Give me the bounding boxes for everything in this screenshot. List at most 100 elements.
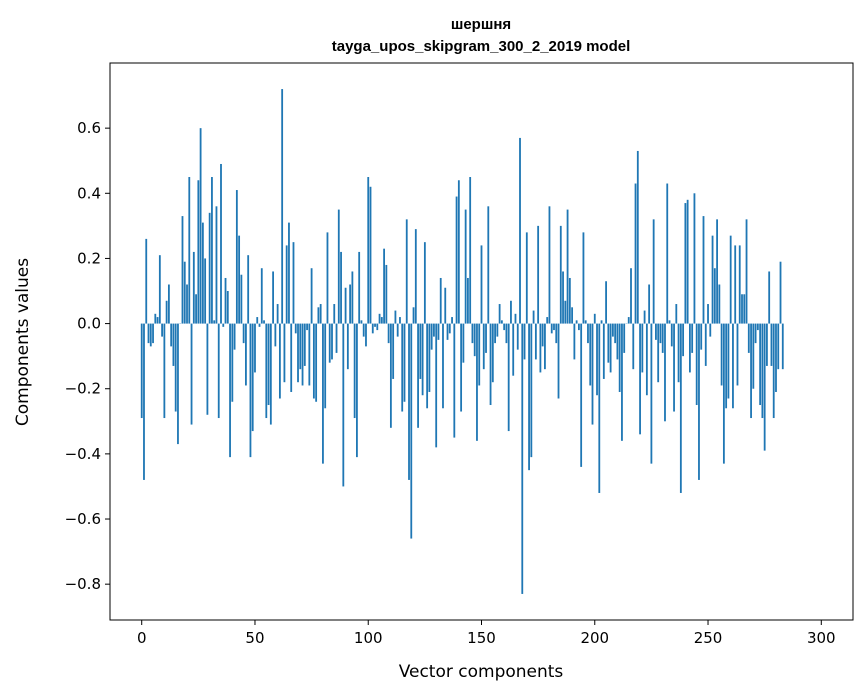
- bar: [290, 323, 293, 392]
- y-tick-label: 0.4: [77, 184, 101, 202]
- bar: [707, 304, 709, 324]
- bar: [204, 258, 207, 324]
- bar: [473, 323, 476, 357]
- bar: [550, 323, 553, 334]
- bar: [233, 323, 236, 350]
- bar: [471, 323, 474, 344]
- bar: [389, 323, 392, 428]
- bar: [514, 313, 517, 324]
- bar: [736, 323, 739, 386]
- bar: [412, 307, 415, 324]
- bar: [734, 245, 737, 324]
- bar: [224, 277, 227, 324]
- bar: [713, 268, 716, 324]
- bar: [630, 268, 632, 324]
- bar: [199, 128, 202, 324]
- bar: [317, 307, 320, 324]
- bar: [192, 251, 195, 324]
- bar: [772, 323, 775, 419]
- bar: [539, 323, 542, 373]
- bar: [181, 216, 184, 324]
- bar: [607, 323, 610, 363]
- bar: [650, 323, 653, 464]
- bar: [525, 232, 528, 324]
- bar: [528, 323, 530, 471]
- bar: [147, 323, 150, 344]
- bar: [636, 150, 639, 324]
- bar: [505, 323, 508, 344]
- bar: [600, 320, 603, 324]
- bar: [720, 323, 723, 386]
- bar: [374, 323, 376, 327]
- bar: [414, 229, 417, 324]
- bar: [691, 323, 694, 353]
- bar: [725, 323, 728, 409]
- bar: [430, 323, 433, 350]
- bar: [718, 284, 721, 324]
- x-tick-label: 50: [245, 629, 264, 647]
- bar: [587, 323, 589, 344]
- bar: [743, 294, 746, 324]
- bar: [356, 323, 358, 458]
- bar: [197, 180, 200, 324]
- bar: [553, 323, 555, 331]
- bar: [238, 235, 241, 324]
- bar: [242, 323, 245, 344]
- bar: [478, 323, 481, 386]
- bar: [310, 268, 313, 324]
- bar: [476, 323, 478, 441]
- bar: [211, 177, 213, 324]
- bar: [521, 323, 524, 594]
- bar: [546, 317, 549, 324]
- y-tick-label: −0.8: [65, 575, 101, 593]
- bar: [269, 323, 272, 425]
- bar: [621, 323, 623, 441]
- bar: [611, 323, 614, 337]
- y-axis-ticks: −0.8 −0.6 −0.4 −0.2 0.0 0.2 0.4 0.6: [65, 119, 110, 593]
- bar: [256, 317, 259, 324]
- bar: [689, 323, 691, 373]
- bar: [564, 300, 567, 324]
- bar: [403, 323, 406, 402]
- bar: [523, 323, 526, 360]
- bar: [222, 323, 225, 327]
- bar: [401, 323, 404, 412]
- chart-title: шершня: [451, 16, 511, 33]
- bar: [548, 206, 551, 324]
- x-tick-label: 150: [467, 629, 496, 647]
- bar: [260, 268, 263, 324]
- bar: [358, 251, 361, 324]
- bar: [738, 245, 741, 324]
- bar: [485, 323, 487, 353]
- bar: [655, 323, 657, 340]
- bar: [593, 313, 596, 324]
- bar: [573, 323, 576, 360]
- bar: [421, 323, 424, 396]
- bar: [190, 323, 193, 425]
- bar: [229, 323, 231, 458]
- bar: [627, 317, 630, 324]
- bar: [306, 323, 308, 331]
- bar: [634, 183, 637, 324]
- bar: [208, 212, 211, 324]
- bar: [272, 271, 274, 324]
- bar: [664, 323, 666, 422]
- bar: [387, 323, 390, 344]
- bar: [446, 323, 449, 340]
- bar: [170, 323, 173, 347]
- bar: [419, 323, 422, 379]
- bar: [532, 310, 535, 324]
- bar: [580, 323, 583, 467]
- bar: [312, 323, 315, 399]
- bar: [267, 323, 270, 406]
- bar: [274, 323, 277, 347]
- bar: [188, 177, 191, 324]
- bar: [254, 323, 256, 373]
- bar: [143, 323, 145, 480]
- bar: [294, 323, 297, 334]
- bar: [383, 248, 385, 324]
- bar: [156, 317, 159, 324]
- bar: [410, 323, 413, 539]
- bar: [747, 323, 750, 353]
- bar: [700, 323, 703, 350]
